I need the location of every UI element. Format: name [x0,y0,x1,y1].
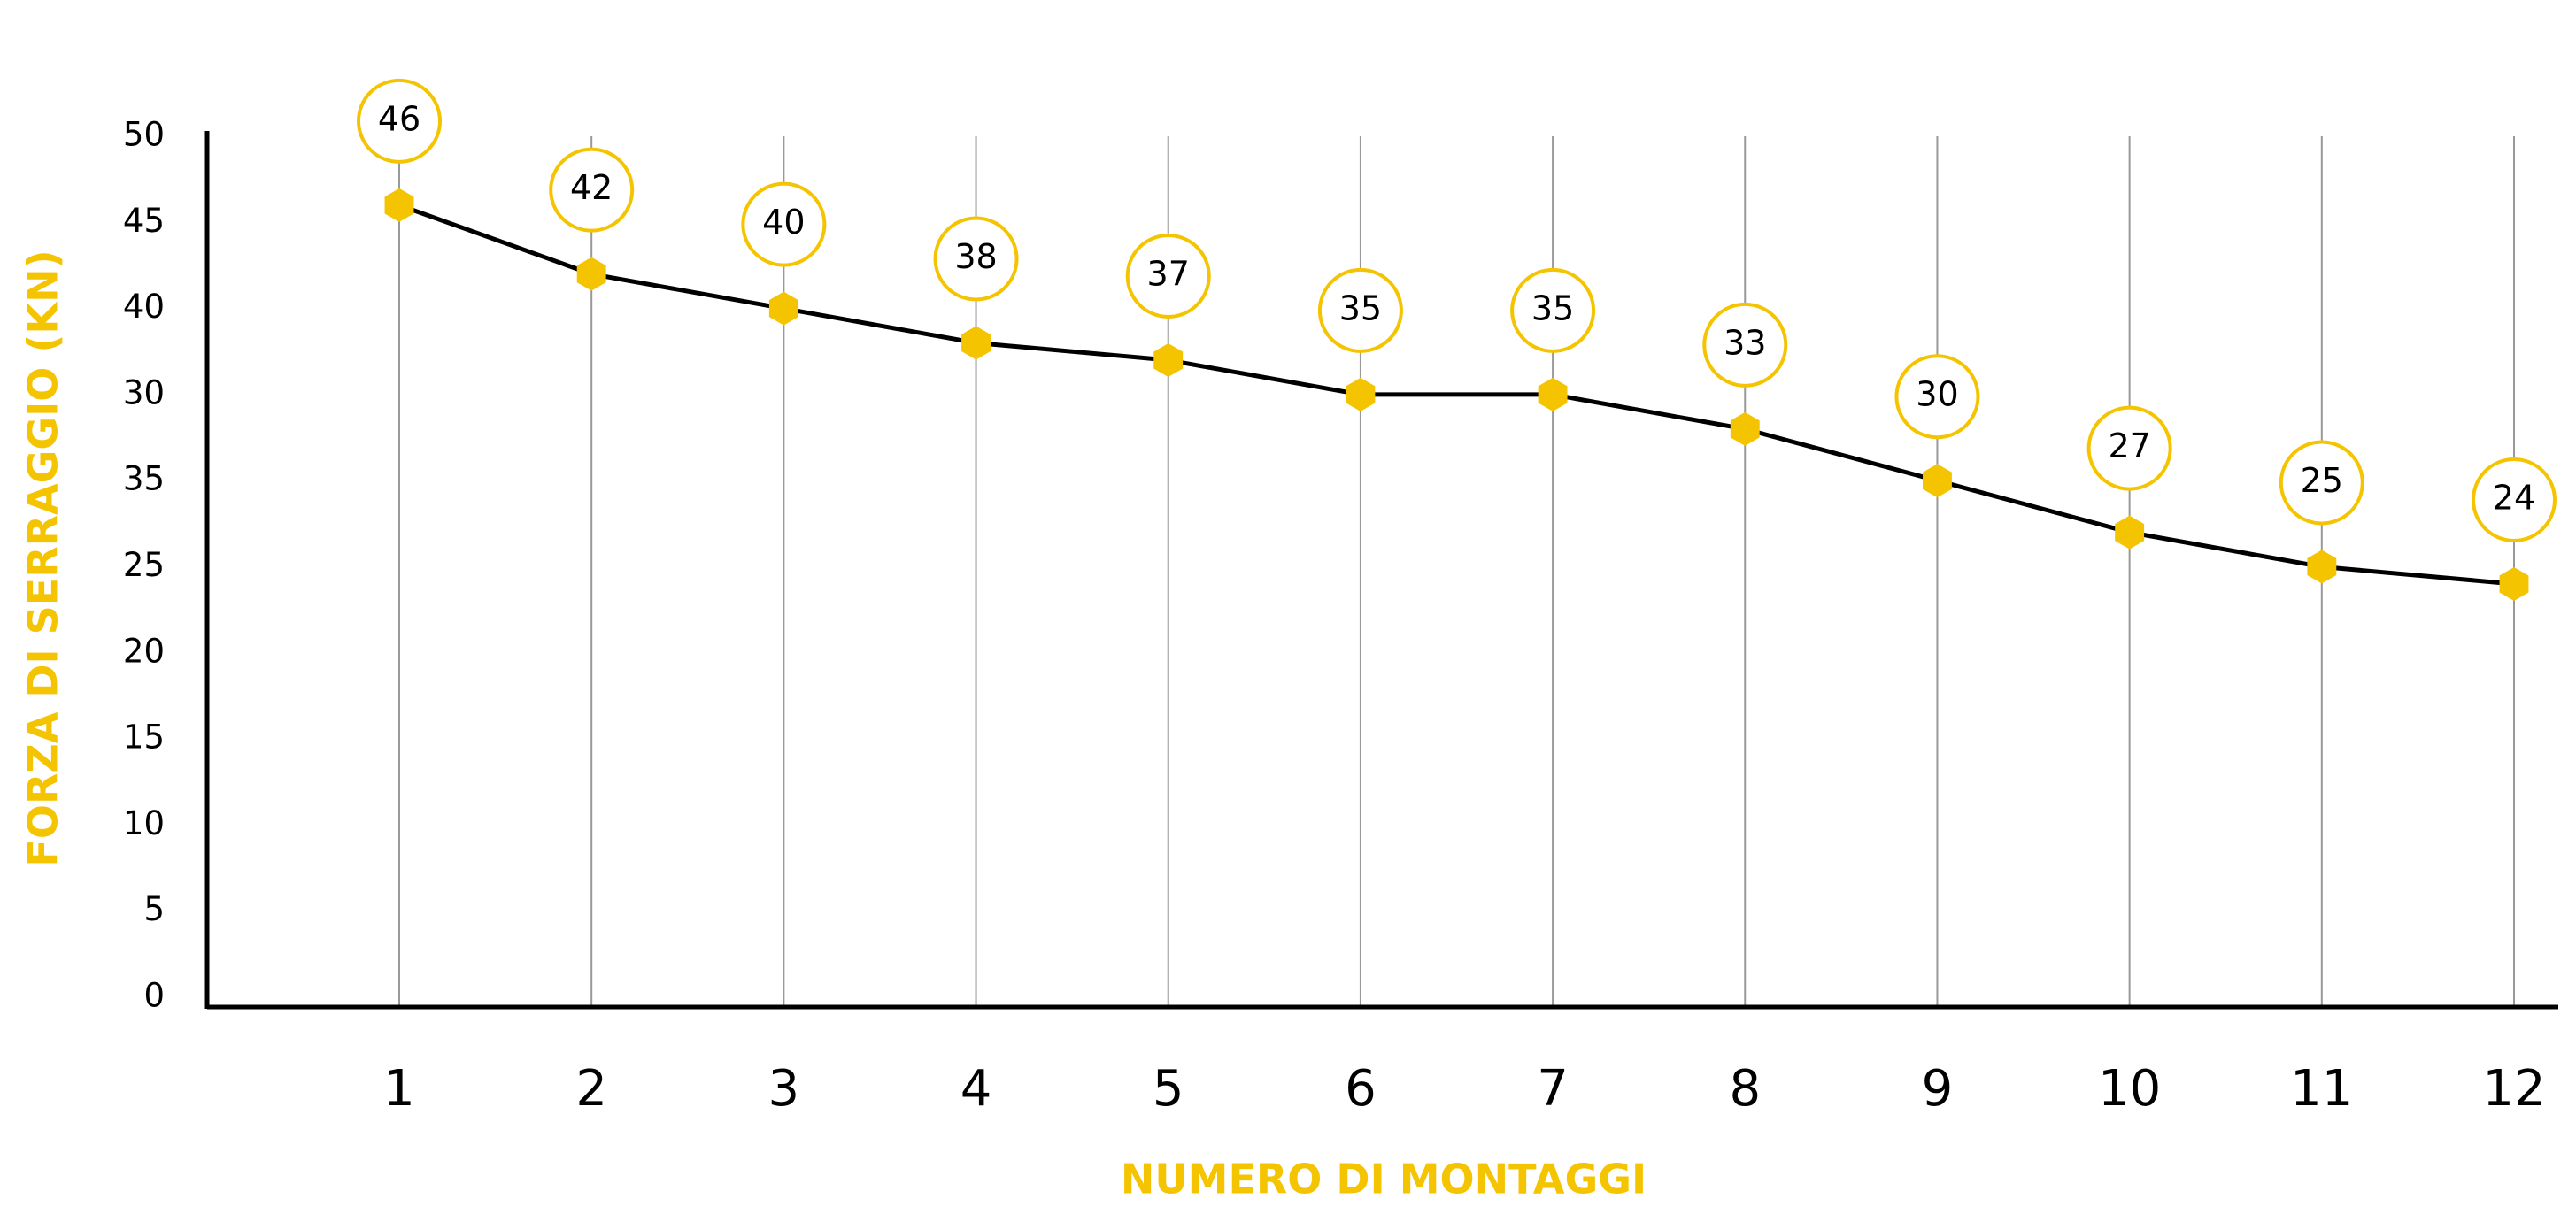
x-tick-label: 4 [960,1060,992,1118]
y-tick-label: 40 [123,288,165,326]
value-label-bubble [1510,267,1596,353]
value-label: 38 [954,237,997,276]
y-tick-label: 10 [123,804,165,842]
value-label: 40 [762,203,805,242]
value-label: 30 [1916,375,1958,414]
marker [384,188,414,222]
y-tick-label: 45 [123,202,165,240]
y-tick-label: 35 [123,460,165,498]
value-label: 42 [570,168,613,207]
marker [2115,515,2145,550]
value-label-bubble [2472,457,2557,542]
x-tick-label: 7 [1537,1060,1569,1118]
marker [1730,411,1760,446]
marker [1153,342,1184,377]
x-tick-label: 2 [575,1060,607,1118]
marker [2499,566,2529,601]
value-label: 35 [1339,288,1382,327]
y-tick-label: 15 [123,719,165,757]
marker [2307,550,2337,584]
line [398,203,2515,587]
value-label-bubble [2086,405,2172,491]
x-axis-title: NUMERO DI MONTAGGI [1121,1156,1647,1203]
y-tick-label: 0 [143,977,165,1015]
value-label: 25 [2301,461,2343,500]
value-label: 24 [2493,478,2535,517]
marker [768,291,798,326]
marker [1346,377,1376,411]
value-label-bubble [1317,267,1403,353]
x-tick-label: 6 [1345,1060,1377,1118]
y-tick-label: 25 [123,546,165,584]
value-label-bubble [1894,354,1980,440]
x-tick-label: 3 [768,1060,800,1118]
x-tick-label: 12 [2482,1060,2545,1118]
value-label: 33 [1724,323,1766,362]
y-axis-title: FORZA DI SERRAGGIO (KN) [19,250,67,866]
value-label: 35 [1531,288,1574,327]
x-tick-label: 8 [1729,1060,1761,1118]
marker [1538,377,1568,411]
y-tick-label: 30 [123,373,165,411]
value-label-bubble [2279,440,2364,526]
value-label-bubble [357,78,442,164]
x-tick-label: 1 [383,1060,415,1118]
y-tick-label: 50 [123,116,165,154]
value-label-bubble [549,147,635,233]
marker [961,326,991,360]
value-label-bubble [933,216,1019,302]
value-label: 46 [378,99,420,138]
x-tick-label: 9 [1922,1060,1954,1118]
value-label-bubble [741,181,827,267]
marker [1923,464,1952,498]
value-label: 37 [1147,254,1190,293]
value-label-bubble [1125,233,1211,319]
x-tick-label: 11 [2290,1060,2353,1118]
x-tick-label: 5 [1153,1060,1184,1118]
y-tick-label: 20 [123,632,165,670]
marker [576,257,606,291]
value-label: 27 [2108,427,2150,465]
y-tick-label: 5 [143,890,165,928]
x-tick-label: 10 [2098,1060,2161,1118]
value-label-bubble [1702,302,1788,388]
